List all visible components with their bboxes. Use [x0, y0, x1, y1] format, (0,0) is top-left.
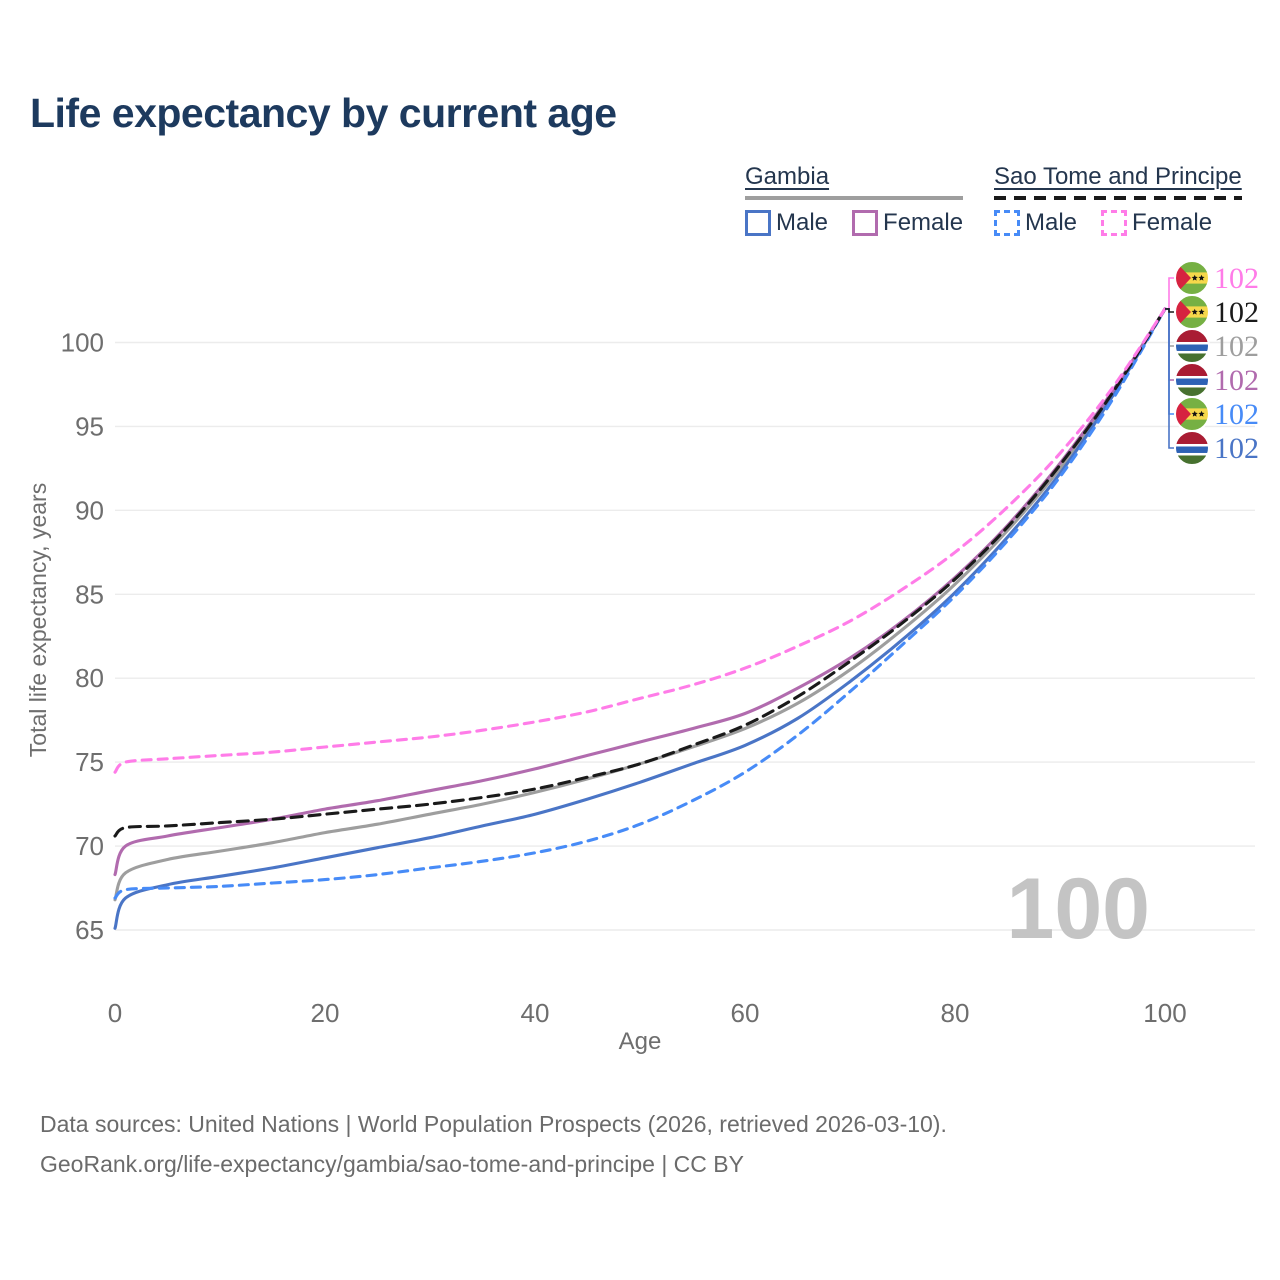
legend-sao-tome-female-label: Female: [1132, 209, 1213, 236]
sao-tome-flag-icon: [1174, 294, 1210, 330]
legend-sao-tome-female-swatch: [1101, 210, 1128, 236]
series-stp_male-line: [113, 307, 1167, 900]
y-axis-title: Total life expectancy, years: [25, 483, 51, 757]
legend-gambia-male-label: Male: [776, 209, 829, 236]
legend-sao-tome-line-sample: [994, 196, 1242, 200]
svg-text:75: 75: [75, 747, 104, 777]
svg-text:20: 20: [311, 998, 340, 1028]
end-label-value: 102: [1214, 398, 1259, 431]
legend-gambia-label: Gambia: [745, 163, 830, 190]
svg-text:95: 95: [75, 411, 104, 441]
source-footer: Data sources: United Nations | World Pop…: [40, 1104, 947, 1184]
x-axis-ticks: 0 20 40 60 80 100: [108, 998, 1187, 1028]
series-stp_female-line: [113, 307, 1167, 774]
svg-text:40: 40: [521, 998, 550, 1028]
svg-text:60: 60: [731, 998, 760, 1028]
svg-text:90: 90: [75, 495, 104, 525]
legend-gambia-male-swatch: [745, 210, 771, 236]
svg-text:80: 80: [75, 663, 104, 693]
end-label-value: 102: [1214, 330, 1259, 363]
leader-lines: [1165, 277, 1174, 449]
svg-text:85: 85: [75, 579, 104, 609]
legend-gambia-female-label: Female: [883, 209, 964, 236]
legend-group-gambia: Gambia Male Female: [745, 163, 964, 237]
series-stp_total-line: [113, 307, 1167, 838]
svg-text:70: 70: [75, 831, 104, 861]
legend-sao-tome-male-swatch: [994, 210, 1020, 236]
gridlines: [115, 341, 1255, 931]
attribution-line: GeoRank.org/life-expectancy/gambia/sao-t…: [40, 1151, 744, 1177]
svg-text:100: 100: [61, 328, 104, 358]
svg-text:0: 0: [108, 998, 122, 1028]
x-axis-title: Age: [619, 1028, 662, 1055]
sao-tome-flag-icon: [1174, 396, 1210, 432]
legend-sao-tome-male-label: Male: [1025, 209, 1078, 236]
gambia-flag-icon: [1174, 328, 1210, 364]
page-title: Life expectancy by current age: [30, 90, 617, 136]
gambia-flag-icon: [1174, 430, 1210, 466]
series-gambia_male-line: [113, 307, 1167, 930]
legend-gambia-female-swatch: [852, 210, 879, 236]
legend-sao-tome-label: Sao Tome and Principe: [994, 163, 1242, 190]
end-label-value: 102: [1214, 432, 1259, 465]
end-label-value: 102: [1214, 364, 1259, 397]
series-gambia_total-line: [113, 307, 1167, 902]
svg-text:80: 80: [941, 998, 970, 1028]
age-watermark: 100: [1007, 861, 1151, 957]
svg-text:65: 65: [75, 915, 104, 945]
legend-gambia-line-sample: [745, 196, 964, 200]
svg-text:100: 100: [1143, 998, 1186, 1028]
y-axis-ticks: 65 70 75 80 85 90 95 100: [61, 328, 104, 946]
gambia-flag-icon: [1174, 362, 1210, 398]
end-label-value: 102: [1214, 262, 1259, 295]
end-label-value: 102: [1214, 296, 1259, 329]
legend-group-sao-tome: Sao Tome and Principe Male Female: [994, 163, 1242, 237]
data-source-line: Data sources: United Nations | World Pop…: [40, 1111, 947, 1137]
series-gambia_female-line: [113, 307, 1167, 877]
sao-tome-flag-icon: [1174, 260, 1210, 296]
